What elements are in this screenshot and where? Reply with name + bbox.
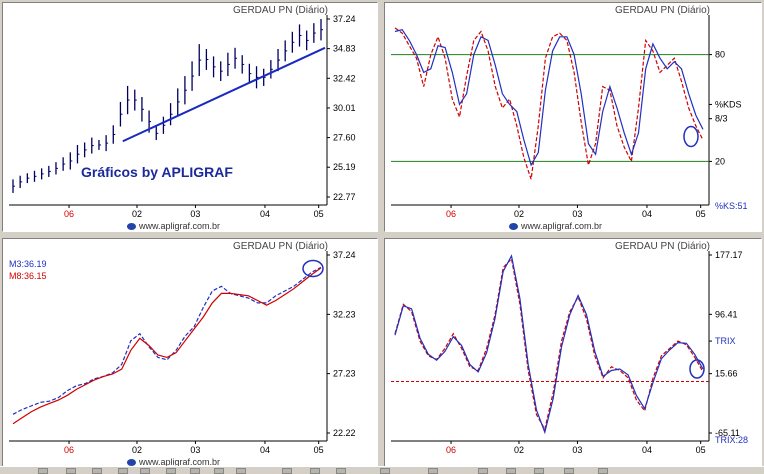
x-tick-label: 04 <box>642 209 652 219</box>
taskbar-app-icon[interactable] <box>534 468 544 474</box>
stochastic-chart-svg: 80 %KDS 8/3 20 06 02 03 04 05 <box>391 15 742 219</box>
series-line-red <box>394 257 704 431</box>
taskbar-app-icon[interactable] <box>66 468 76 474</box>
moving-average-chart-svg: 37.24 32.23 27.23 22.22 06 02 03 04 05 <box>9 250 356 455</box>
x-tick-label: 06 <box>446 209 456 219</box>
x-tick-label: 04 <box>260 209 270 219</box>
y-tick-label: 27.60 <box>333 133 356 143</box>
y-tick-label: 22.22 <box>333 428 356 438</box>
y-tick-label: 15.66 <box>715 369 738 379</box>
globe-icon <box>127 223 136 231</box>
x-tick-label: 05 <box>314 445 324 455</box>
chart-title: GERDAU PN (Diário) <box>233 241 329 252</box>
taskbar-app-icon[interactable] <box>140 468 150 474</box>
y-tick-label: 32.42 <box>333 73 356 83</box>
series-line-blue <box>394 254 704 435</box>
highlight-circle <box>302 259 324 278</box>
x-tick-label: 03 <box>572 445 582 455</box>
x-tick-label: 02 <box>132 445 142 455</box>
y-tick-label: TRIX <box>715 336 736 346</box>
x-tick-label: 06 <box>64 209 74 219</box>
watermark-text: Gráficos by APLIGRAF <box>81 164 233 180</box>
x-tick-label: 02 <box>514 209 524 219</box>
taskbar-app-icon[interactable] <box>166 468 176 474</box>
y-tick-label: 37.24 <box>333 14 356 24</box>
y-tick-label: 80 <box>715 50 725 60</box>
taskbar-app-icon[interactable] <box>190 468 200 474</box>
y-tick-label: %KDS <box>715 99 742 109</box>
taskbar-app-icon[interactable] <box>336 468 346 474</box>
x-tick-label: 04 <box>260 445 270 455</box>
taskbar-app-icon[interactable] <box>214 468 224 474</box>
taskbar-app-icon[interactable] <box>478 468 488 474</box>
y-tick-label: 27.23 <box>333 369 356 379</box>
x-tick-label: 03 <box>190 445 200 455</box>
y-tick-label: 32.23 <box>333 309 356 319</box>
highlight-circle <box>689 359 705 379</box>
y-tick-label: 37.24 <box>333 250 356 260</box>
series-line-blue <box>394 29 704 167</box>
taskbar-app-icon[interactable] <box>282 468 292 474</box>
y-tick-label: 20 <box>715 156 725 166</box>
trix-chart-panel[interactable]: 177.17 96.41 TRIX 15.66 -65.11 06 02 03 04 05 GER… <box>384 238 762 468</box>
x-tick-label: 02 <box>514 445 524 455</box>
taskbar-app-icon[interactable] <box>118 468 128 474</box>
taskbar-app-icon[interactable] <box>428 468 438 474</box>
taskbar-app-icon[interactable] <box>310 468 320 474</box>
legend-m8: M8:36.15 <box>9 271 47 281</box>
footer-link[interactable]: www.apligraf.com.br <box>127 221 220 231</box>
taskbar-app-icon[interactable] <box>506 468 516 474</box>
y-tick-label: 177.17 <box>715 250 743 260</box>
taskbar-app-icon[interactable] <box>380 468 390 474</box>
y-tick-label: -65.11 <box>715 428 740 438</box>
x-tick-label: 05 <box>314 209 324 219</box>
footer-link[interactable]: www.apligraf.com.br <box>127 457 220 467</box>
taskbar-app-icon[interactable] <box>564 468 574 474</box>
taskbar-app-icon[interactable] <box>236 468 246 474</box>
x-tick-label: 04 <box>642 445 652 455</box>
x-tick-label: 05 <box>696 209 706 219</box>
x-tick-label: 06 <box>64 445 74 455</box>
y-tick-label: 25.19 <box>333 162 356 172</box>
chart-title: GERDAU PN (Diário) <box>233 5 329 16</box>
chart-title: GERDAU PN (Diário) <box>615 5 711 16</box>
price-chart-panel[interactable]: 37.24 34.83 32.42 30.01 27.60 25.19 22.77 06 02 0… <box>2 2 378 232</box>
x-tick-label: 03 <box>572 209 582 219</box>
x-tick-label: 03 <box>190 209 200 219</box>
indicator-label: TRIX:28 <box>715 435 749 445</box>
y-tick-label: 34.83 <box>333 44 356 54</box>
y-tick-label: 30.01 <box>333 103 356 113</box>
x-tick-label: 06 <box>446 445 456 455</box>
taskbar-app-icon[interactable] <box>92 468 102 474</box>
globe-icon <box>127 459 136 467</box>
taskbar-app-icon[interactable] <box>38 468 48 474</box>
y-tick-label: 8/3 <box>715 114 728 124</box>
globe-icon <box>509 223 518 231</box>
highlight-circle <box>683 125 699 148</box>
series-line-m3 <box>12 266 322 415</box>
indicator-label: %KS:51 <box>715 201 748 211</box>
x-tick-label: 02 <box>132 209 142 219</box>
y-tick-label: 22.77 <box>333 192 356 202</box>
y-tick-label: 96.41 <box>715 309 738 319</box>
trendline <box>122 46 326 143</box>
legend-m3: M3:36.19 <box>9 259 47 269</box>
series-line-m8 <box>12 267 322 425</box>
stochastic-chart-panel[interactable]: 80 %KDS 8/3 20 06 02 03 04 05 GERDAU PN (Diário)… <box>384 2 762 232</box>
trix-chart-svg: 177.17 96.41 TRIX 15.66 -65.11 06 02 03 04 05 <box>391 250 743 455</box>
footer-link[interactable]: www.apligraf.com.br <box>509 221 602 231</box>
chart-title: GERDAU PN (Diário) <box>615 241 711 252</box>
taskbar-app-icon[interactable] <box>598 468 608 474</box>
x-tick-label: 05 <box>696 445 706 455</box>
price-chart-svg: 37.24 34.83 32.42 30.01 27.60 25.19 22.77 06 02 0… <box>9 14 356 219</box>
moving-average-chart-panel[interactable]: 37.24 32.23 27.23 22.22 06 02 03 04 05 GERDAU PN… <box>2 238 378 468</box>
